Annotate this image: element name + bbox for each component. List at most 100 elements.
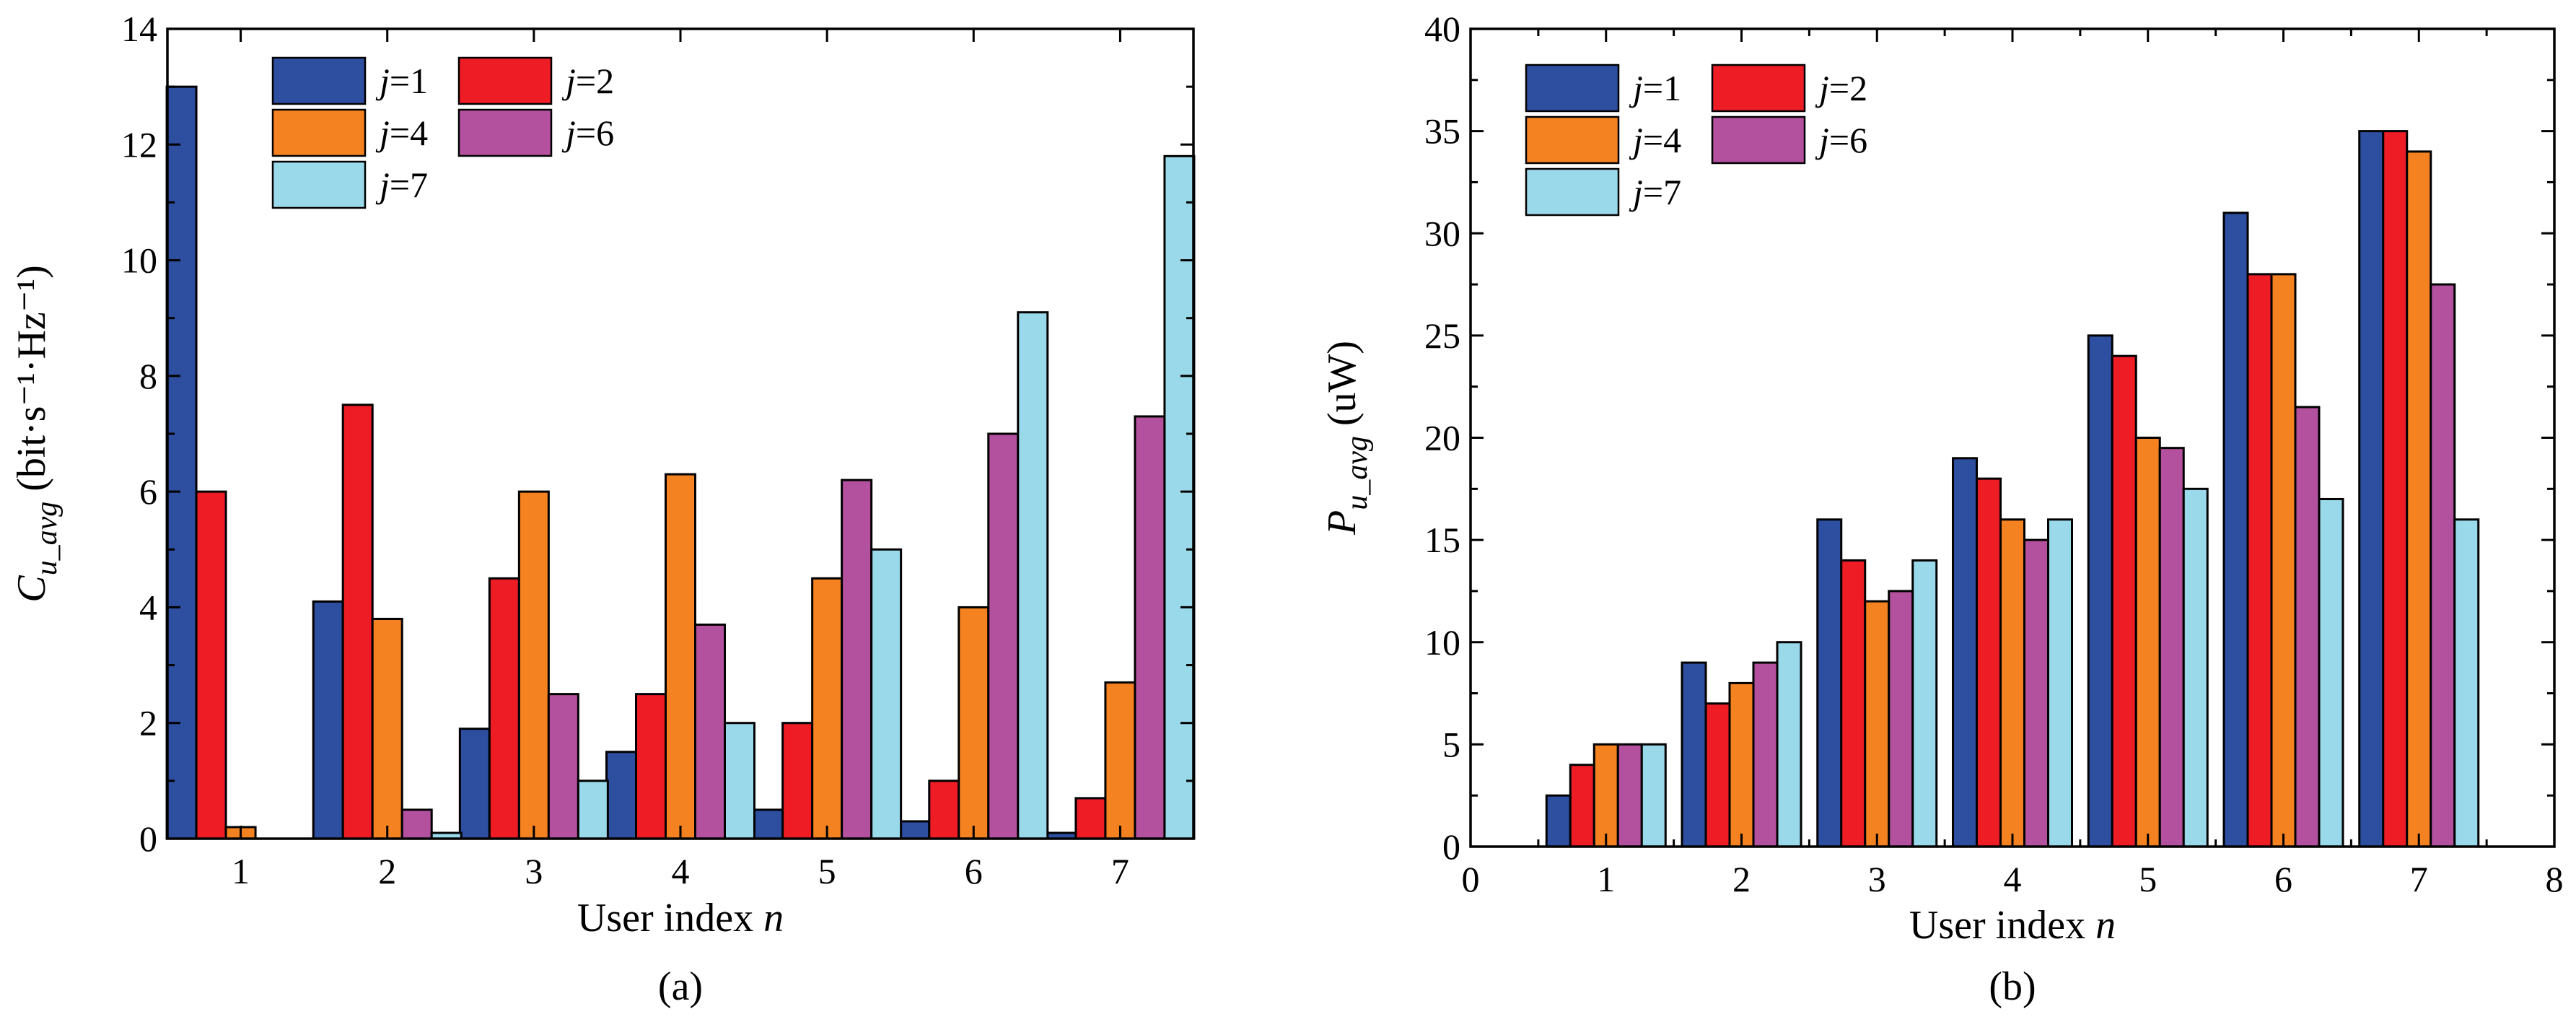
- y-tick-label: 25: [1424, 315, 1460, 356]
- x-tick-label: 6: [965, 851, 983, 891]
- bar-b-j4-n1: [1593, 743, 1619, 848]
- x-tick-label: 0: [1462, 859, 1480, 899]
- y-tick-label: 20: [1424, 418, 1460, 458]
- bar-b-j2-n1: [1569, 764, 1595, 848]
- legend-label: j=4: [1629, 120, 1681, 160]
- bar-b-j1-n4: [1952, 457, 1978, 848]
- x-tick-label: 2: [378, 851, 396, 891]
- y-tick-label: 10: [1424, 622, 1460, 663]
- legend-swatch: [457, 56, 553, 105]
- y-tick-label: 2: [139, 703, 157, 743]
- bar-a-j7-n4: [724, 722, 755, 840]
- x-tick-label: 5: [2139, 859, 2157, 899]
- bar-b-j7-n5: [2182, 487, 2209, 848]
- bar-b-j7-n2: [1776, 641, 1802, 848]
- legend-swatch: [271, 108, 367, 157]
- y-tick-label: 0: [1442, 826, 1460, 867]
- bar-a-j2-n5: [781, 722, 814, 840]
- bar-a-j7-n3: [577, 779, 609, 840]
- bar-b-j6-n7: [2430, 283, 2456, 848]
- bar-a-j1-n1: [165, 85, 198, 840]
- bar-b-j4-n2: [1728, 681, 1755, 848]
- bar-b-j2-n6: [2246, 273, 2273, 848]
- bar-b-j1-n7: [2358, 130, 2385, 848]
- bar-a-j2-n2: [341, 403, 374, 840]
- bar-b-j4-n7: [2406, 150, 2432, 848]
- y-tick-label: 30: [1424, 213, 1460, 253]
- bar-a-j2-n3: [488, 577, 520, 840]
- bar-a-j2-n6: [928, 779, 960, 840]
- legend: j=1 j=2 j=4 j=6 j=7: [1525, 64, 1867, 217]
- x-tick-label: 1: [1597, 859, 1615, 899]
- x-tick-label: 3: [1868, 859, 1886, 899]
- x-tick-label: 3: [525, 851, 543, 891]
- x-tick-label: 7: [2410, 859, 2428, 899]
- bar-b-j7-n6: [2318, 497, 2344, 848]
- chart-b: 0 5 10 15 20 25 30 35 40 0 1 2 3 4 5 6 7 8 User index n Pu_…: [1320, 9, 2564, 1009]
- y-tick-label: 10: [121, 240, 157, 281]
- legend-label: j=1: [1629, 68, 1681, 108]
- bar-a-j2-n7: [1074, 797, 1107, 840]
- legend-swatch: [271, 160, 367, 209]
- bar-b-j6-n1: [1616, 743, 1643, 848]
- bar-a-j6-n6: [987, 432, 1020, 840]
- bar-a-j7-n6: [1017, 311, 1049, 840]
- legend-label: j=2: [561, 61, 614, 101]
- bar-a-j7-n5: [870, 548, 903, 840]
- x-tick-label: 8: [2546, 859, 2564, 899]
- bar-b-j4-n4: [1999, 518, 2025, 848]
- bar-a-j4-n5: [811, 577, 844, 840]
- bar-b-j1-n1: [1545, 794, 1572, 848]
- bar-b-j1-n3: [1816, 518, 1843, 848]
- bar-a-j7-n7: [1163, 154, 1196, 840]
- x-tick-label: 6: [2274, 859, 2292, 899]
- bar-b-j7-n1: [1640, 743, 1667, 848]
- bar-a-j6-n5: [841, 479, 873, 840]
- legend-swatch: [457, 108, 553, 157]
- bar-b-j2-n4: [1976, 477, 2002, 848]
- legend-swatch: [1525, 167, 1620, 217]
- legend-label: j=6: [1815, 120, 1867, 160]
- bar-a-j1-n3: [458, 728, 491, 840]
- bar-a-j1-n4: [605, 751, 637, 840]
- legend-swatch: [1525, 64, 1620, 113]
- x-tick-label: 1: [232, 851, 250, 891]
- x-tick-label: 5: [818, 851, 836, 891]
- bar-b-j2-n2: [1704, 702, 1731, 848]
- y-tick-label: 14: [121, 9, 157, 49]
- legend-label: j=4: [375, 113, 428, 153]
- bar-b-j6-n5: [2158, 447, 2185, 848]
- bar-b-j1-n2: [1681, 661, 1707, 848]
- y-tick-label: 15: [1424, 520, 1460, 560]
- x-tick-label: 7: [1111, 851, 1129, 891]
- bar-b-j7-n4: [2047, 518, 2073, 848]
- bar-a-j6-n2: [400, 808, 433, 840]
- y-tick-label: 0: [139, 818, 157, 859]
- x-axis-label: User index n: [577, 896, 784, 940]
- bar-b-j1-n6: [2222, 211, 2249, 848]
- y-tick-label: 8: [139, 356, 157, 396]
- bar-a-j1-n6: [898, 820, 931, 840]
- bar-b-j6-n4: [2023, 538, 2049, 848]
- x-tick-label: 2: [1732, 859, 1751, 899]
- legend-label: j=7: [1629, 172, 1681, 212]
- x-tick-label: 4: [2004, 859, 2022, 899]
- legend-label: j=1: [375, 61, 428, 101]
- y-tick-label: 4: [139, 587, 157, 627]
- bar-b-j6-n6: [2294, 406, 2321, 848]
- legend-label: j=7: [375, 165, 428, 205]
- bar-b-j4-n5: [2134, 437, 2161, 848]
- y-tick-label: 35: [1424, 111, 1460, 152]
- y-axis-label: Pu_avg (uW): [1320, 341, 1374, 536]
- bar-b-j4-n3: [1864, 600, 1891, 848]
- caption: (a): [658, 964, 703, 1009]
- bar-a-j6-n7: [1134, 415, 1166, 840]
- bar-b-j7-n3: [1911, 559, 1938, 848]
- y-tick-label: 40: [1424, 9, 1460, 49]
- bar-b-j1-n5: [2087, 334, 2113, 848]
- bar-a-j6-n4: [694, 623, 726, 840]
- bar-a-j4-n6: [958, 606, 990, 840]
- bar-a-j4-n2: [371, 617, 403, 840]
